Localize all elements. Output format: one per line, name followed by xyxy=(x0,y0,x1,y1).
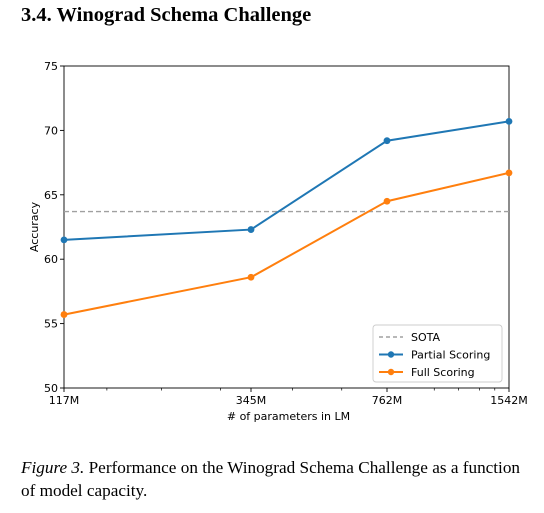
figure-caption-text: Performance on the Winograd Schema Chall… xyxy=(21,458,521,500)
full-scoring-line xyxy=(63,171,510,316)
y-tick-label: 50 xyxy=(44,382,58,395)
y-tick-label: 65 xyxy=(44,189,58,202)
full-scoring-point xyxy=(60,311,68,318)
plot-frame xyxy=(63,65,510,389)
axes: 50 55 60 65 70 75 117M 345M 762M 1542M # of parame… xyxy=(28,60,528,423)
y-axis-label: Accuracy xyxy=(28,201,41,252)
legend-label-sota: SOTA xyxy=(411,331,441,344)
section-title: 3.4. Winograd Schema Challenge xyxy=(21,4,312,26)
full-scoring-point xyxy=(247,273,255,281)
legend-label-full-scoring: Full Scoring xyxy=(411,366,475,379)
full-scoring-point xyxy=(383,197,391,205)
y-tick-label: 70 xyxy=(44,124,58,137)
partial-scoring-point xyxy=(383,137,391,145)
legend-box xyxy=(372,324,503,383)
legend-marker-partial-scoring xyxy=(387,351,395,358)
x-axis-label: # of parameters in LM xyxy=(227,410,350,423)
accuracy-line-chart: 50 55 60 65 70 75 117M 345M 762M 1542M # of parame… xyxy=(28,60,528,423)
y-tick-label: 60 xyxy=(44,253,58,266)
x-tick-label: 345M xyxy=(236,394,267,407)
partial-scoring-point xyxy=(505,117,513,125)
x-tick-label: 1542M xyxy=(490,394,528,407)
partial-scoring-point xyxy=(247,226,255,233)
partial-scoring-point xyxy=(60,236,68,244)
y-tick-label: 55 xyxy=(44,318,58,331)
series-lines xyxy=(60,117,513,318)
figure-label: Figure 3. xyxy=(21,458,85,477)
full-scoring-point xyxy=(505,169,513,177)
figure-caption: Figure 3. Performance on the Winograd Sc… xyxy=(21,456,536,502)
y-tick-label: 75 xyxy=(44,60,58,73)
legend: SOTA Partial Scoring Full Scoring xyxy=(372,324,503,383)
partial-scoring-line xyxy=(63,120,510,241)
legend-marker-full-scoring xyxy=(387,368,395,376)
x-tick-label: 762M xyxy=(372,394,403,407)
legend-label-partial-scoring: Partial Scoring xyxy=(411,349,490,362)
x-tick-label: 117M xyxy=(49,394,80,407)
